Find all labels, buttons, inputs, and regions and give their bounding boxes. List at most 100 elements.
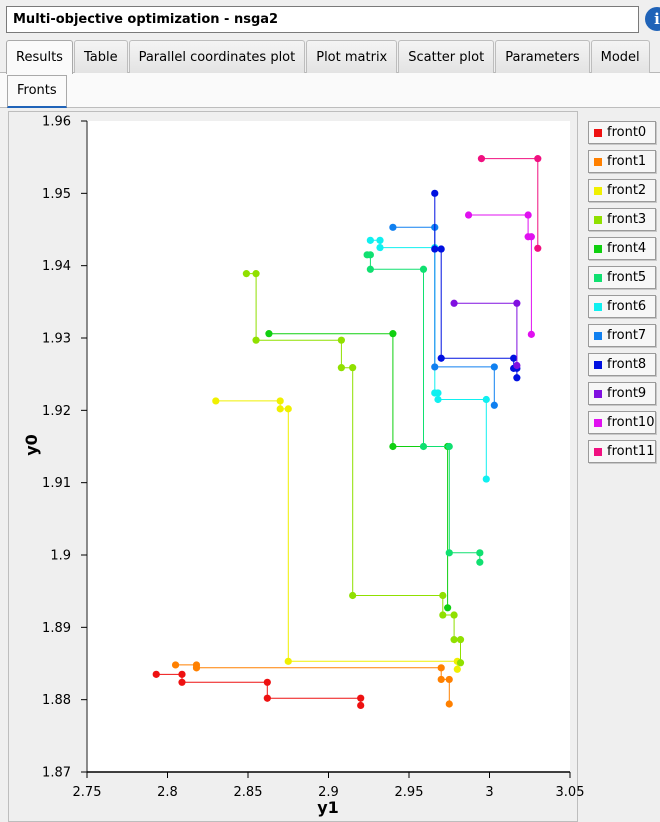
data-point [284, 405, 292, 413]
data-point [513, 374, 521, 382]
series-front3 [242, 270, 465, 667]
legend-label: front6 [607, 299, 647, 314]
legend-swatch [594, 360, 602, 369]
legend-item-front2[interactable]: front2 [588, 179, 656, 202]
chart-legend: front0 front1 front2 front3 front4 front5 fron… [588, 121, 656, 469]
data-point [437, 354, 445, 362]
y-tick-label: 1.88 [42, 693, 71, 708]
legend-item-front11[interactable]: front11 [588, 440, 656, 463]
data-point [444, 604, 452, 612]
x-axis-label: y1 [317, 798, 339, 817]
tab-table[interactable]: Table [73, 40, 128, 73]
window-title-field[interactable]: Multi-objective optimization - nsga2 [6, 6, 639, 33]
x-tick-label: 2.9 [318, 785, 339, 800]
series-front10 [464, 211, 535, 338]
legend-item-front1[interactable]: front1 [588, 150, 656, 173]
y-tick-label: 1.96 [42, 115, 71, 130]
legend-swatch [594, 244, 602, 253]
data-point [192, 664, 201, 672]
legend-swatch [594, 389, 602, 398]
data-point [513, 361, 521, 370]
legend-item-front6[interactable]: front6 [588, 295, 656, 318]
legend-swatch [594, 215, 602, 224]
legend-item-front9[interactable]: front9 [588, 382, 656, 405]
data-point [445, 675, 453, 684]
y-tick-label: 1.92 [42, 404, 71, 419]
legend-item-front8[interactable]: front8 [588, 353, 656, 376]
y-tick-label: 1.94 [42, 259, 71, 274]
data-point [534, 244, 542, 252]
data-point [456, 659, 465, 667]
data-point [445, 700, 453, 708]
legend-swatch [594, 302, 602, 311]
data-point [434, 389, 442, 397]
data-point [527, 233, 535, 241]
legend-label: front9 [607, 386, 647, 401]
data-point [439, 591, 447, 600]
data-point [263, 694, 271, 702]
data-point [476, 558, 484, 566]
data-point [513, 299, 521, 307]
tab-plot-matrix[interactable]: Plot matrix [306, 40, 398, 73]
y-tick-label: 1.87 [42, 766, 71, 781]
data-point [337, 336, 345, 344]
legend-swatch [594, 273, 602, 282]
subtab-fronts[interactable]: Fronts [7, 75, 67, 108]
data-point [437, 245, 445, 253]
data-point [252, 336, 260, 344]
data-point [376, 236, 384, 244]
y-tick-label: 1.93 [42, 332, 71, 347]
data-point [453, 665, 461, 673]
tab-model[interactable]: Model [590, 40, 650, 73]
data-point [357, 694, 365, 702]
x-tick-label: 2.8 [157, 785, 178, 800]
info-icon[interactable]: i [645, 7, 660, 31]
x-tick-label: 2.75 [73, 785, 102, 800]
tab-parallel-coordinates-plot[interactable]: Parallel coordinates plot [128, 40, 306, 73]
data-point [265, 330, 273, 338]
data-point [349, 591, 357, 600]
data-point [450, 636, 458, 644]
data-point [482, 475, 490, 483]
data-point [437, 675, 445, 684]
data-point [284, 657, 292, 665]
data-point [490, 363, 498, 371]
data-point [464, 211, 473, 219]
legend-item-front5[interactable]: front5 [588, 266, 656, 289]
data-point [450, 299, 458, 307]
data-point [445, 549, 453, 557]
data-point [431, 363, 439, 371]
legend-label: front5 [607, 270, 647, 285]
data-point [349, 364, 357, 372]
data-point [366, 265, 374, 273]
data-point [263, 678, 271, 686]
data-point [337, 364, 345, 372]
data-point [490, 401, 498, 409]
legend-swatch [594, 418, 602, 427]
data-point [510, 354, 518, 362]
legend-label: front2 [607, 183, 647, 198]
y-tick-label: 1.91 [42, 476, 71, 491]
data-point [482, 395, 490, 404]
data-point [178, 670, 186, 678]
series-front0 [152, 670, 365, 710]
tab-results[interactable]: Results [6, 40, 73, 74]
series-front5 [363, 251, 484, 566]
legend-item-front4[interactable]: front4 [588, 237, 656, 260]
legend-item-front10[interactable]: front10 [588, 411, 656, 434]
tab-scatter-plot[interactable]: Scatter plot [398, 40, 495, 73]
legend-item-front3[interactable]: front3 [588, 208, 656, 231]
plot-canvas [87, 121, 570, 772]
tab-parameters[interactable]: Parameters [495, 40, 590, 73]
data-point [389, 223, 397, 231]
y-tick-label: 1.9 [50, 549, 71, 564]
series-front4 [265, 330, 452, 612]
data-point [152, 670, 160, 678]
legend-swatch [594, 186, 602, 195]
legend-label: front7 [607, 328, 647, 343]
legend-item-front7[interactable]: front7 [588, 324, 656, 347]
legend-item-front0[interactable]: front0 [588, 121, 656, 144]
data-point [171, 661, 180, 669]
data-point [524, 211, 532, 219]
